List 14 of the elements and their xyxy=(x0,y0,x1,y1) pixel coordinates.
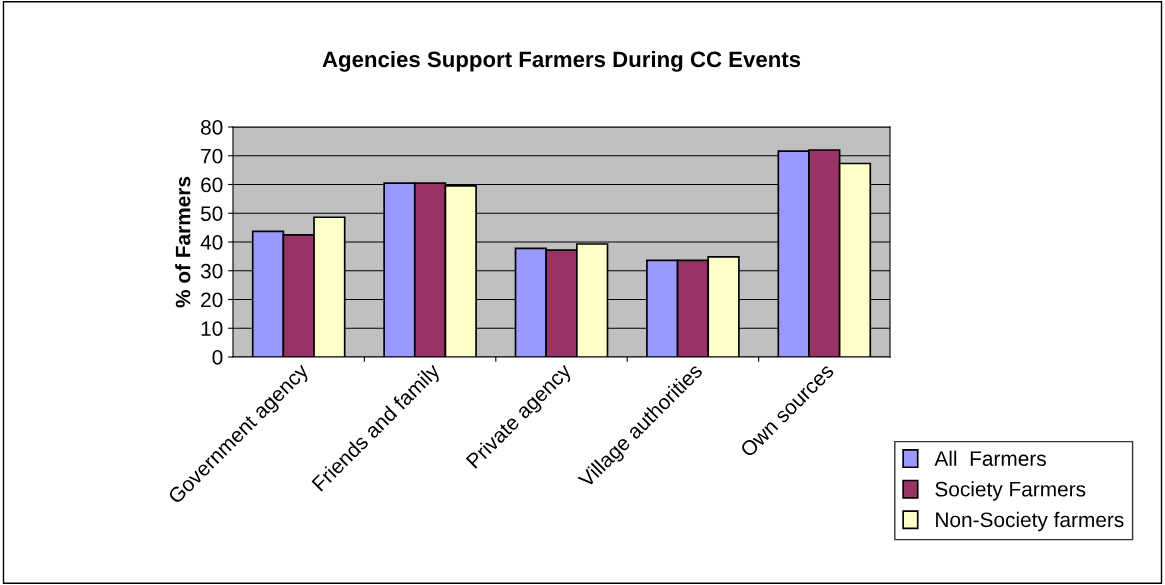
legend-label: Non-Society farmers xyxy=(936,511,1124,532)
legend-label: Society Farmers xyxy=(935,481,1086,501)
y-tick-label: 60 xyxy=(201,177,223,193)
y-tick-label: 10 xyxy=(201,321,223,336)
y-tick-label: 80 xyxy=(201,120,223,135)
legend-label: All Farmers xyxy=(934,450,1046,466)
y-tick-label: 0 xyxy=(212,350,223,365)
chart-title: Agencies Support Farmers During CC Events xyxy=(322,50,801,72)
y-tick-label: 50 xyxy=(200,206,223,221)
y-tick-label: 40 xyxy=(200,235,223,250)
y-tick-label: 20 xyxy=(201,292,223,308)
y-tick-label: 30 xyxy=(200,263,223,279)
y-tick-label: 70 xyxy=(201,148,223,164)
y-axis-title: % of Farmers xyxy=(175,176,191,308)
